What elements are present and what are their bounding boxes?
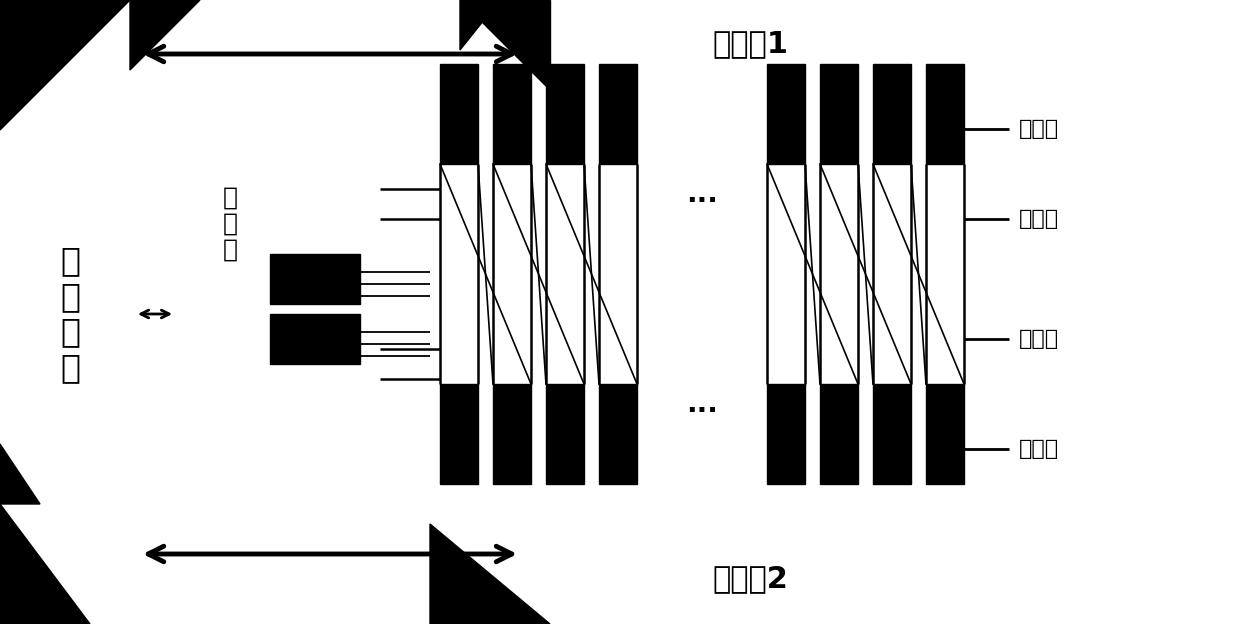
Text: 模块架: 模块架 [1019, 439, 1059, 459]
Bar [599, 64, 637, 164]
Bar [820, 64, 858, 164]
Polygon shape [0, 444, 40, 504]
Text: 跳线架: 跳线架 [1019, 209, 1059, 229]
Polygon shape [460, 0, 551, 90]
Bar [440, 384, 477, 484]
Bar [926, 384, 963, 484]
Text: 跳线架: 跳线架 [1019, 329, 1059, 349]
Bar [270, 314, 360, 364]
Bar [873, 384, 911, 484]
Text: ...: ... [686, 180, 718, 208]
Bar [440, 64, 477, 164]
Polygon shape [130, 0, 200, 70]
Polygon shape [0, 504, 91, 624]
Bar [546, 384, 584, 484]
Polygon shape [460, 0, 500, 50]
Bar [270, 254, 360, 304]
Text: 交据机1: 交据机1 [712, 29, 787, 59]
Bar [768, 384, 805, 484]
Text: 监
控
软
件: 监 控 软 件 [60, 244, 81, 384]
Bar [768, 64, 805, 164]
Text: 交据机2: 交据机2 [712, 565, 787, 593]
Text: 流
量
仳: 流 量 仳 [222, 186, 238, 262]
Text: ...: ... [686, 390, 718, 418]
Text: 模块架: 模块架 [1019, 119, 1059, 139]
Bar [546, 64, 584, 164]
Bar [820, 384, 858, 484]
Bar [494, 64, 531, 164]
Bar [494, 384, 531, 484]
Bar [599, 384, 637, 484]
Bar [873, 64, 911, 164]
Polygon shape [0, 0, 130, 130]
Polygon shape [430, 524, 551, 624]
Bar [926, 64, 963, 164]
